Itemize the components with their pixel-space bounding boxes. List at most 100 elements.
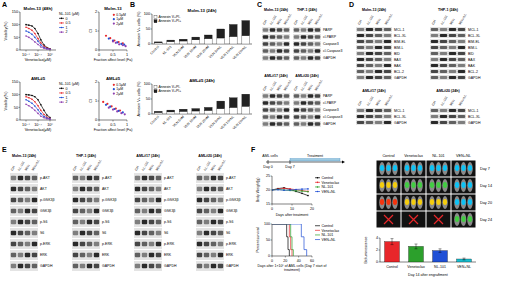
band xyxy=(204,253,209,258)
band xyxy=(73,242,78,247)
y-axis-title: Annexin V+ cells (%) xyxy=(137,81,141,117)
band xyxy=(458,76,465,79)
band xyxy=(375,34,382,37)
band xyxy=(315,108,320,112)
band xyxy=(11,264,16,269)
row-head: Day 7 xyxy=(480,167,490,171)
band xyxy=(308,115,313,119)
row-label: MCL-1 xyxy=(468,109,479,113)
point xyxy=(28,105,30,107)
band xyxy=(80,242,85,247)
band xyxy=(142,209,147,214)
band xyxy=(80,253,85,258)
bar xyxy=(192,37,200,40)
row-label: BCL-2 xyxy=(394,70,404,74)
band xyxy=(458,64,465,67)
image-cell xyxy=(427,161,451,177)
signal xyxy=(418,199,422,205)
series-line xyxy=(26,36,50,49)
point xyxy=(34,33,36,35)
x-tick-label: 0 xyxy=(271,207,273,211)
band xyxy=(80,264,85,269)
point xyxy=(40,104,42,106)
series-line xyxy=(26,25,50,49)
band xyxy=(197,220,202,225)
signal xyxy=(386,199,390,205)
blot-strip xyxy=(293,55,321,61)
band xyxy=(308,122,313,126)
band xyxy=(25,220,30,225)
blot-strip xyxy=(356,69,392,74)
y-tick-label: 50 xyxy=(146,97,150,101)
blot-title: THP-1 (24h) xyxy=(438,8,459,12)
point xyxy=(25,24,27,26)
point xyxy=(301,190,303,192)
band xyxy=(135,198,140,203)
x-tick-label: VEN+NL xyxy=(457,265,471,269)
band xyxy=(32,231,37,236)
signal xyxy=(436,165,440,171)
band xyxy=(440,58,447,61)
point xyxy=(40,44,42,46)
blot-strip xyxy=(10,261,38,271)
band xyxy=(94,209,99,214)
blot-strip xyxy=(356,39,392,44)
legend-label: Venetoclax xyxy=(322,181,340,185)
band xyxy=(284,28,289,32)
band xyxy=(366,28,373,31)
x-tick xyxy=(127,120,128,122)
x-tick xyxy=(113,50,114,52)
y-axis xyxy=(99,82,100,120)
band xyxy=(142,198,147,203)
band xyxy=(431,28,438,31)
blot-strip xyxy=(262,107,290,113)
row-label: p-S6 xyxy=(164,220,171,224)
point xyxy=(277,189,279,191)
band xyxy=(375,46,382,49)
bar xyxy=(229,37,237,45)
y-axis xyxy=(272,224,273,256)
band xyxy=(204,198,209,203)
signal xyxy=(393,182,397,188)
band xyxy=(357,109,364,112)
x-axis-title: Days after treatment xyxy=(276,213,309,217)
lane-label: NL-101 xyxy=(366,14,375,25)
band xyxy=(263,101,268,105)
band xyxy=(284,42,289,46)
y-tick-label: 100 xyxy=(144,82,150,86)
y-tick-label: 0 xyxy=(95,48,97,52)
band xyxy=(315,115,320,119)
legend-swatch xyxy=(315,230,320,231)
band xyxy=(270,42,275,46)
legend-label: 2μM xyxy=(116,92,123,96)
lane-label: VEN+NL xyxy=(217,158,227,171)
band xyxy=(284,35,289,39)
band xyxy=(294,28,299,32)
band xyxy=(149,264,154,269)
plot-marks xyxy=(25,94,51,120)
blot-strip xyxy=(72,195,100,205)
point xyxy=(25,96,27,98)
blot-strip xyxy=(262,93,290,99)
point xyxy=(272,189,273,191)
row-label: cl-Caspase3 xyxy=(323,49,343,53)
band xyxy=(142,231,147,236)
band xyxy=(87,187,92,192)
lane-label: NL-101 xyxy=(440,14,449,25)
mouse xyxy=(442,196,448,209)
point xyxy=(283,189,285,191)
blot-strip xyxy=(430,57,466,62)
x-tick-label: 0 xyxy=(98,123,100,127)
row-label: GAPDH xyxy=(102,264,115,268)
chart-title: Molm-13 xyxy=(104,6,122,11)
mouse xyxy=(461,179,467,192)
band xyxy=(366,64,373,67)
band xyxy=(87,242,92,247)
blot-strip xyxy=(430,114,466,119)
y-tick-label: 50 xyxy=(14,36,18,40)
legend-swatch xyxy=(315,234,320,235)
bar xyxy=(229,25,237,37)
band xyxy=(87,176,92,181)
row-label: MCL-1 xyxy=(394,28,405,32)
blot-strip xyxy=(196,261,224,271)
